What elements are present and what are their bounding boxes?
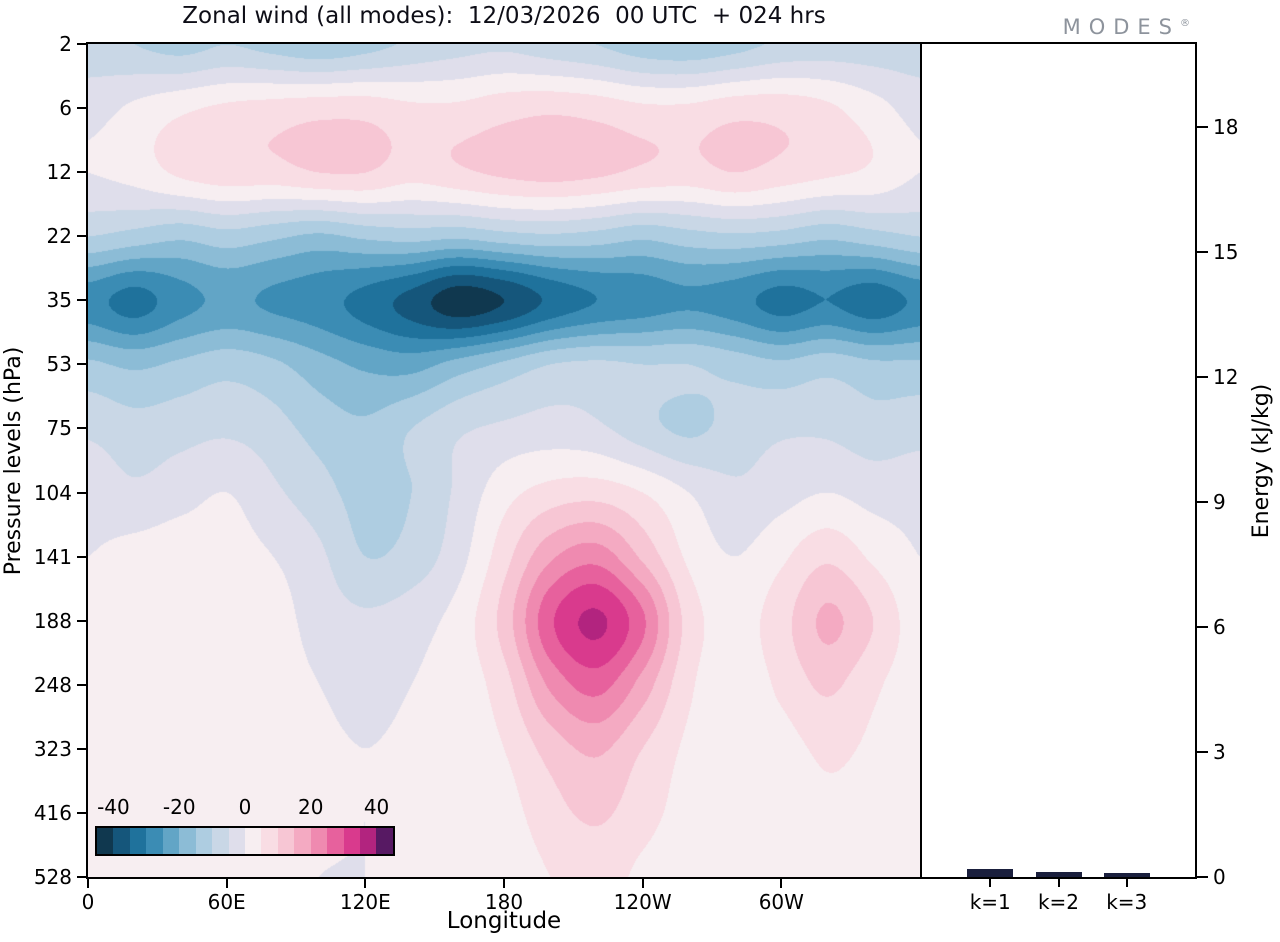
- pressure-tick-label: 35: [46, 288, 72, 313]
- energy-tick: [1197, 501, 1208, 504]
- modes-logo-text: MODES: [1062, 15, 1180, 39]
- longitude-tick: [641, 877, 644, 888]
- energy-tick-label: 9: [1213, 490, 1226, 515]
- energy-bar: [967, 868, 1014, 877]
- energy-tick-label: 3: [1213, 740, 1226, 765]
- pressure-tick: [77, 43, 88, 45]
- pressure-tick-label: 188: [33, 608, 72, 633]
- colorbar-segment: [244, 828, 262, 854]
- modes-logo: MODES®: [1063, 15, 1190, 39]
- colorbar-segment: [162, 828, 180, 854]
- pressure-tick-label: 12: [46, 160, 72, 185]
- colorbar-segment: [146, 828, 163, 854]
- longitude-tick-label: 120E: [339, 890, 391, 914]
- pressure-tick: [77, 299, 88, 302]
- energy-axis-label: Energy (kJ/kg): [1249, 383, 1274, 539]
- pressure-tick-label: 53: [46, 352, 72, 377]
- longitude-tick: [503, 877, 505, 888]
- plot-frame: [86, 42, 1197, 879]
- panel-divider: [920, 44, 922, 877]
- pressure-tick: [77, 555, 88, 558]
- longitude-tick-label: 120W: [613, 890, 672, 914]
- pressure-tick-label: 323: [33, 736, 72, 761]
- pressure-tick-label: 248: [33, 672, 72, 697]
- pressure-tick-label: 75: [46, 416, 72, 441]
- pressure-tick-label: 6: [59, 96, 72, 121]
- modes-logo-mark: ®: [1180, 18, 1190, 29]
- pressure-tick: [77, 235, 88, 238]
- pressure-tick: [77, 619, 88, 622]
- colorbar-segment: [277, 828, 295, 854]
- colorbar-segment: [212, 828, 229, 854]
- longitude-tick-label: 60W: [758, 890, 804, 914]
- pressure-tick: [77, 363, 88, 366]
- colorbar-tick-label: 0: [238, 795, 252, 819]
- x-axis-label: Longitude: [446, 908, 562, 934]
- colorbar-segment: [228, 828, 245, 854]
- energy-tick: [1197, 626, 1208, 629]
- pressure-tick: [77, 811, 88, 814]
- colorbar-segment: [327, 828, 344, 854]
- longitude-tick: [780, 877, 783, 888]
- colorbar-segment: [113, 828, 130, 854]
- longitude-tick: [87, 877, 89, 888]
- energy-bar-tick: [1125, 877, 1128, 887]
- pressure-tick: [77, 747, 88, 750]
- energy-bar: [1103, 873, 1150, 877]
- colorbar-segment: [129, 828, 147, 854]
- energy-tick: [1197, 876, 1208, 878]
- pressure-tick: [77, 427, 88, 430]
- energy-tick-label: 0: [1213, 865, 1226, 889]
- energy-bar-label: k=1: [969, 890, 1011, 914]
- longitude-tick: [225, 877, 228, 888]
- energy-bar-tick: [989, 877, 992, 887]
- contour-plot: [88, 44, 920, 877]
- pressure-tick: [77, 171, 88, 174]
- colorbar-segment: [195, 828, 213, 854]
- longitude-tick-label: 60E: [207, 890, 246, 914]
- colorbar-segment: [376, 828, 393, 854]
- energy-tick-label: 18: [1213, 115, 1239, 140]
- colorbar: [95, 826, 395, 856]
- pressure-tick: [77, 876, 88, 878]
- colorbar-segment: [97, 828, 114, 854]
- pressure-tick-label: 141: [33, 544, 72, 569]
- energy-tick: [1197, 751, 1208, 754]
- energy-tick-label: 15: [1213, 240, 1239, 265]
- energy-bar-label: k=2: [1037, 890, 1080, 914]
- pressure-tick-label: 104: [33, 480, 72, 505]
- colorbar-tick-label: -40: [97, 795, 130, 819]
- energy-bar-tick: [1057, 877, 1060, 887]
- pressure-tick-label: 528: [33, 865, 72, 889]
- energy-bar: [1035, 872, 1082, 877]
- longitude-tick: [364, 877, 367, 888]
- colorbar-segment: [261, 828, 278, 854]
- pressure-tick: [77, 491, 88, 494]
- energy-tick: [1197, 376, 1208, 379]
- pressure-tick: [77, 107, 88, 110]
- pressure-tick-label: 22: [46, 224, 72, 249]
- y-axis-label: Pressure levels (hPa): [1, 346, 26, 576]
- chart-title: Zonal wind (all modes): 12/03/2026 00 UT…: [182, 3, 826, 29]
- colorbar-tick-label: -20: [162, 795, 196, 819]
- colorbar-segment: [343, 828, 360, 854]
- energy-bar-label: k=3: [1106, 890, 1148, 914]
- longitude-tick-label: 180: [484, 890, 524, 914]
- pressure-tick: [77, 683, 88, 686]
- energy-tick-label: 12: [1213, 365, 1239, 390]
- colorbar-segment: [310, 828, 328, 854]
- colorbar-segment: [179, 828, 196, 854]
- colorbar-segment: [294, 828, 311, 854]
- energy-tick-label: 6: [1213, 615, 1226, 640]
- pressure-tick-label: 416: [33, 800, 72, 825]
- colorbar-tick-label: 20: [298, 795, 324, 819]
- energy-tick: [1197, 251, 1208, 254]
- colorbar-segment: [360, 828, 377, 854]
- longitude-tick-label: 0: [81, 890, 95, 914]
- pressure-tick-label: 2: [59, 32, 72, 56]
- colorbar-tick-label: 40: [363, 795, 390, 819]
- energy-tick: [1197, 126, 1208, 129]
